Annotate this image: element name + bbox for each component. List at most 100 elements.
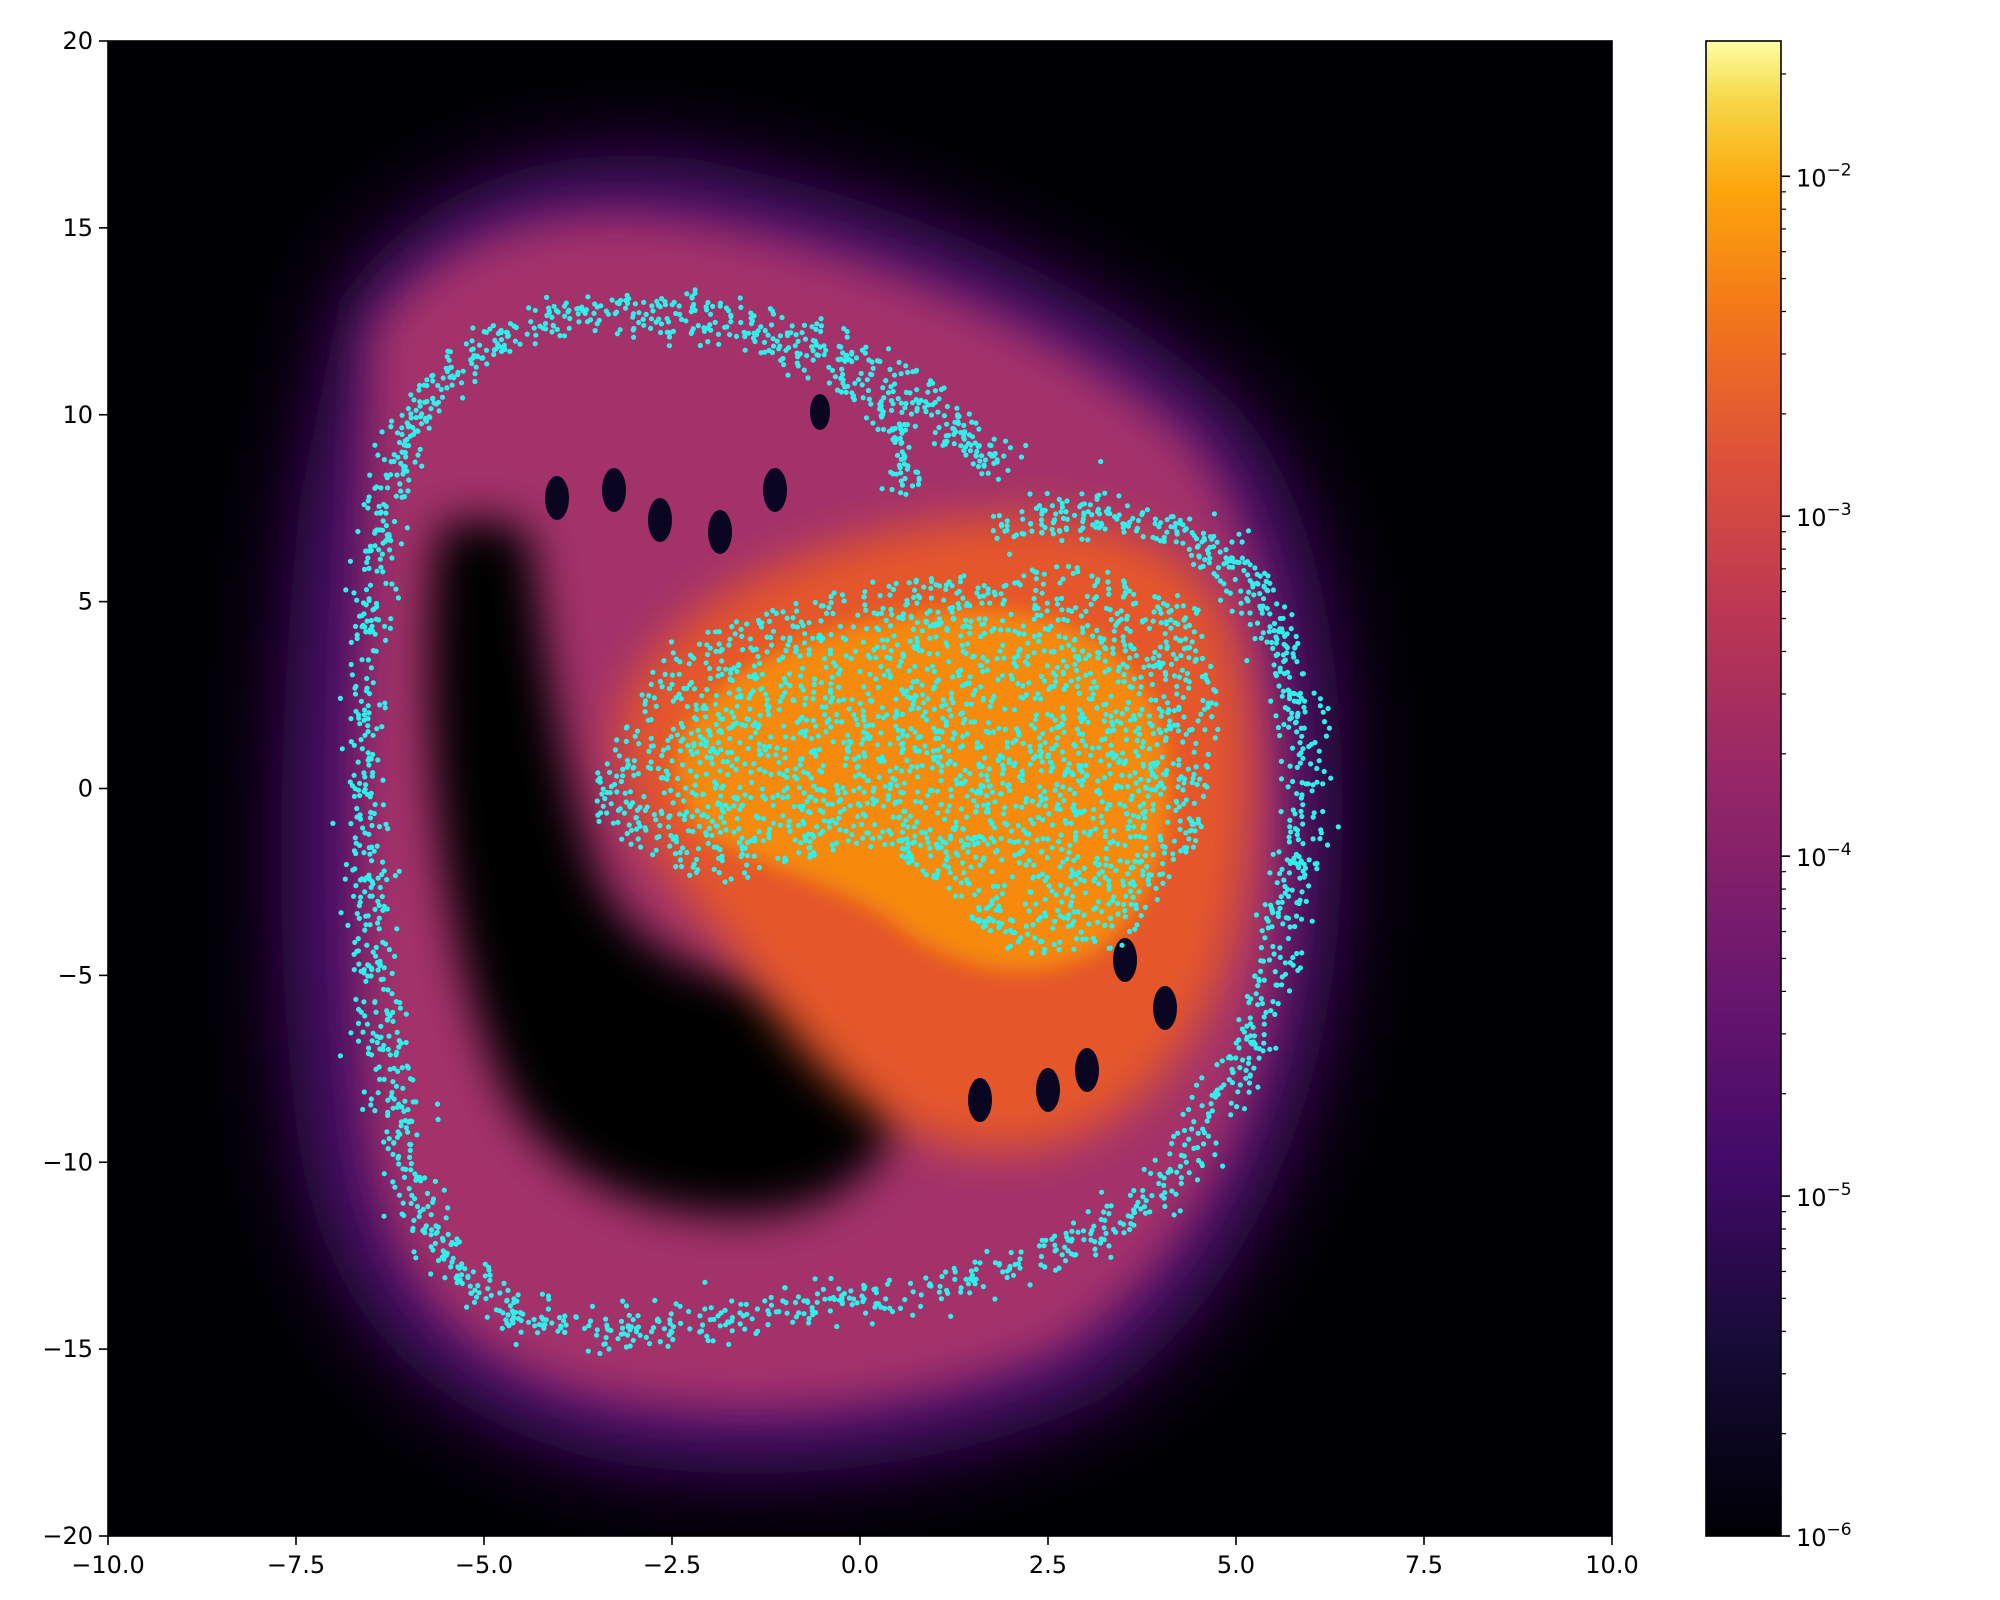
scatter-point xyxy=(390,1179,396,1185)
scatter-point xyxy=(715,855,722,861)
scatter-point xyxy=(1057,792,1063,798)
scatter-point xyxy=(1096,745,1102,751)
scatter-point xyxy=(1032,633,1038,640)
scatter-point xyxy=(455,372,461,378)
scatter-point xyxy=(1044,600,1050,606)
scatter-point xyxy=(974,740,981,746)
y-tick-label: 5 xyxy=(78,588,93,616)
scatter-point xyxy=(875,426,881,432)
density-minimum xyxy=(602,468,626,512)
scatter-point xyxy=(887,366,893,372)
scatter-point xyxy=(562,1313,568,1319)
scatter-point xyxy=(737,1321,743,1327)
scatter-point xyxy=(1133,528,1140,534)
scatter-point xyxy=(864,377,871,383)
colorbar-tick-label: 10−6 xyxy=(1796,1520,1852,1552)
scatter-point xyxy=(692,782,698,788)
scatter-point xyxy=(400,1166,406,1172)
scatter-point xyxy=(958,633,964,639)
scatter-point xyxy=(354,948,360,954)
scatter-point xyxy=(1115,900,1121,907)
x-tick-label: 2.5 xyxy=(1029,1551,1067,1579)
scatter-point xyxy=(860,708,866,714)
scatter-point xyxy=(856,754,862,760)
scatter-point xyxy=(1299,671,1305,677)
scatter-point xyxy=(943,582,950,588)
scatter-point xyxy=(968,618,974,624)
scatter-point xyxy=(1123,893,1129,899)
scatter-point xyxy=(363,629,369,635)
scatter-point xyxy=(1168,514,1174,520)
scatter-point xyxy=(830,610,836,617)
scatter-point xyxy=(698,741,704,747)
scatter-point xyxy=(927,635,933,641)
scatter-point xyxy=(360,600,367,606)
scatter-point xyxy=(1281,658,1287,665)
scatter-point xyxy=(361,770,367,776)
scatter-point xyxy=(1008,611,1014,618)
scatter-point xyxy=(851,823,857,829)
scatter-point xyxy=(756,722,762,728)
scatter-point xyxy=(582,1325,588,1331)
scatter-point xyxy=(806,620,812,626)
scatter-point xyxy=(1149,1193,1155,1199)
scatter-point xyxy=(915,481,922,487)
scatter-point xyxy=(905,369,911,375)
scatter-point xyxy=(381,868,387,874)
scatter-point xyxy=(719,729,725,736)
scatter-point xyxy=(1121,901,1127,908)
scatter-point xyxy=(546,305,552,311)
scatter-point xyxy=(885,668,891,674)
scatter-point xyxy=(566,325,572,331)
scatter-point xyxy=(845,749,852,755)
scatter-point xyxy=(1033,576,1039,582)
scatter-point xyxy=(909,483,916,489)
scatter-point xyxy=(1148,697,1154,703)
scatter-point xyxy=(753,730,759,736)
scatter-point xyxy=(985,841,991,847)
scatter-point xyxy=(1245,572,1251,578)
scatter-point xyxy=(684,704,691,710)
scatter-point xyxy=(1056,839,1062,845)
scatter-point xyxy=(372,801,378,808)
scatter-point xyxy=(1277,954,1283,961)
scatter-point xyxy=(829,842,835,848)
scatter-point xyxy=(862,350,868,356)
scatter-point xyxy=(1115,759,1121,765)
scatter-point xyxy=(783,648,789,654)
scatter-point xyxy=(1239,610,1245,616)
scatter-point xyxy=(361,1089,367,1095)
scatter-point xyxy=(807,794,813,800)
scatter-point xyxy=(1125,871,1131,877)
scatter-point xyxy=(1001,655,1007,661)
scatter-point xyxy=(997,791,1004,797)
scatter-point xyxy=(1244,1036,1250,1042)
scatter-point xyxy=(894,642,901,648)
scatter-point xyxy=(1173,656,1179,662)
scatter-point xyxy=(800,622,806,629)
scatter-point xyxy=(1076,690,1082,697)
scatter-point xyxy=(794,608,800,614)
scatter-point xyxy=(1148,671,1154,677)
scatter-point xyxy=(797,762,804,768)
scatter-point xyxy=(369,623,375,630)
scatter-point xyxy=(875,1301,882,1307)
scatter-point xyxy=(793,1314,800,1320)
scatter-point xyxy=(995,756,1001,763)
scatter-point xyxy=(890,775,896,781)
scatter-point xyxy=(1114,783,1120,789)
scatter-point xyxy=(1048,623,1054,629)
colorbar-tick-base: 10 xyxy=(1796,1524,1827,1552)
scatter-point xyxy=(1106,878,1112,884)
scatter-point xyxy=(855,763,861,770)
scatter-point xyxy=(680,736,686,742)
scatter-point xyxy=(1264,915,1270,922)
scatter-point xyxy=(387,625,393,631)
scatter-point xyxy=(470,1269,476,1275)
scatter-point xyxy=(507,321,514,327)
scatter-point xyxy=(810,696,816,702)
scatter-point xyxy=(485,1286,491,1292)
scatter-point xyxy=(908,695,914,701)
scatter-point xyxy=(722,1307,728,1313)
scatter-point xyxy=(960,844,966,850)
